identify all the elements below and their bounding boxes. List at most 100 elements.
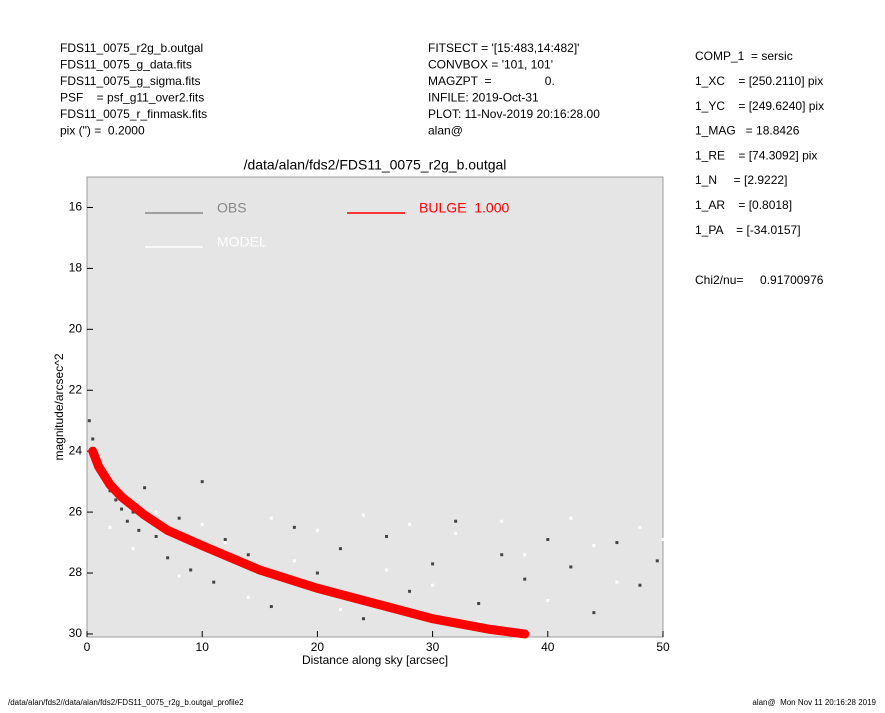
x-tick-label: 40 [541,640,555,654]
data-point [638,583,642,587]
model-band [88,446,530,639]
header-right: 1_XC = [250.2110] pix [695,74,823,88]
data-point [523,577,527,581]
header-left: FDS11_0075_g_sigma.fits [60,74,201,88]
data-point [408,522,412,526]
data-point [154,510,158,514]
data-point [114,498,118,502]
header-right: 1_AR = [0.8018] [695,198,792,212]
header-right: 1_N = [2.9222] [695,173,787,187]
x-tick-label: 10 [196,640,210,654]
data-point [546,538,550,542]
data-point [143,486,147,490]
data-point [431,583,435,587]
data-point [292,525,296,529]
data-point [125,519,129,523]
data-point [200,522,204,526]
data-point [137,528,141,532]
data-point [592,611,596,615]
header-left: pix (") = 0.2000 [60,124,145,138]
header-left: FDS11_0075_g_data.fits [60,58,192,72]
data-point [361,513,365,517]
header-middle: INFILE: 2019-Oct-31 [428,91,539,105]
data-point [120,507,124,511]
data-point [246,553,250,557]
y-tick-label: 20 [69,321,83,335]
data-point [338,608,342,612]
header-middle: alan@ [428,124,463,138]
y-tick-label: 22 [69,382,83,396]
data-point [177,516,181,520]
chi2: Chi2/nu= 0.91700976 [695,273,824,287]
legend-label: OBS [217,200,247,216]
chart-title: /data/alan/fds2/FDS11_0075_r2g_b.outgal [244,157,507,173]
data-point [223,538,227,542]
y-tick-label: 24 [69,443,83,457]
header-middle: FITSECT = '[15:483,14:482]' [428,41,579,55]
data-point [569,565,573,569]
data-point [431,562,435,566]
data-point [269,605,273,609]
plot-area [86,176,664,638]
data-point [131,510,135,514]
header-right: 1_RE = [74.3092] pix [695,148,817,162]
y-tick-label: 18 [69,261,83,275]
y-tick-label: 26 [69,504,83,518]
data-point [500,553,504,557]
y-tick-label: 28 [69,565,83,579]
header-middle: MAGZPT = 0. [428,74,555,88]
header-left: PSF = psf_g11_over2.fits [60,91,204,105]
data-point [385,568,389,572]
data-point [338,547,342,551]
data-point [154,534,158,538]
legend-label: MODEL [217,234,267,250]
data-point [615,580,619,584]
data-point [131,547,135,551]
data-point [87,419,91,423]
data-point [454,531,458,535]
data-point [108,525,112,529]
header-middle: PLOT: 11-Nov-2019 20:16:28.00 [428,107,600,121]
header-left: FDS11_0075_r_finmask.fits [60,107,207,121]
data-point [661,538,665,542]
data-point [546,598,550,602]
x-axis-label: Distance along sky [arcsec] [302,653,448,667]
data-point [223,541,227,545]
header-left: FDS11_0075_r2g_b.outgal [60,41,203,55]
footer-right: alan@ Mon Nov 11 20:16:28 2019 [752,698,876,707]
data-point [292,559,296,563]
data-point [177,574,181,578]
data-point [269,516,273,520]
data-point [246,595,250,599]
data-point [638,525,642,529]
header-right: 1_MAG = 18.8426 [695,124,800,138]
x-tick-label: 30 [426,640,440,654]
data-point [212,580,216,584]
data-point [569,516,573,520]
x-tick-label: 20 [311,640,325,654]
data-point [615,541,619,545]
x-tick-label: 0 [84,640,91,654]
legend-label: BULGE 1.000 [419,200,509,216]
data-point [523,553,527,557]
header-right: 1_PA = [-34.0157] [695,223,801,237]
header-middle: CONVBOX = '101, 101' [428,58,553,72]
x-tick-label: 50 [656,640,670,654]
y-tick-label: 30 [69,626,83,640]
data-point [655,559,659,563]
data-point [454,519,458,523]
y-axis-label: magnitude/arcsec^2 [52,353,66,460]
data-point [315,571,319,575]
y-tick-label: 16 [69,200,83,214]
data-point [91,437,95,441]
footer-left: /data/alan/fds2//data/alan/fds2/FDS11_00… [8,698,244,707]
header-right: COMP_1 = sersic [695,49,793,63]
data-point [477,620,481,624]
data-point [200,480,204,484]
data-point [189,568,193,572]
data-point [361,617,365,621]
data-point [408,589,412,593]
data-point [500,519,504,523]
header-right: 1_YC = [249.6240] pix [695,99,824,113]
